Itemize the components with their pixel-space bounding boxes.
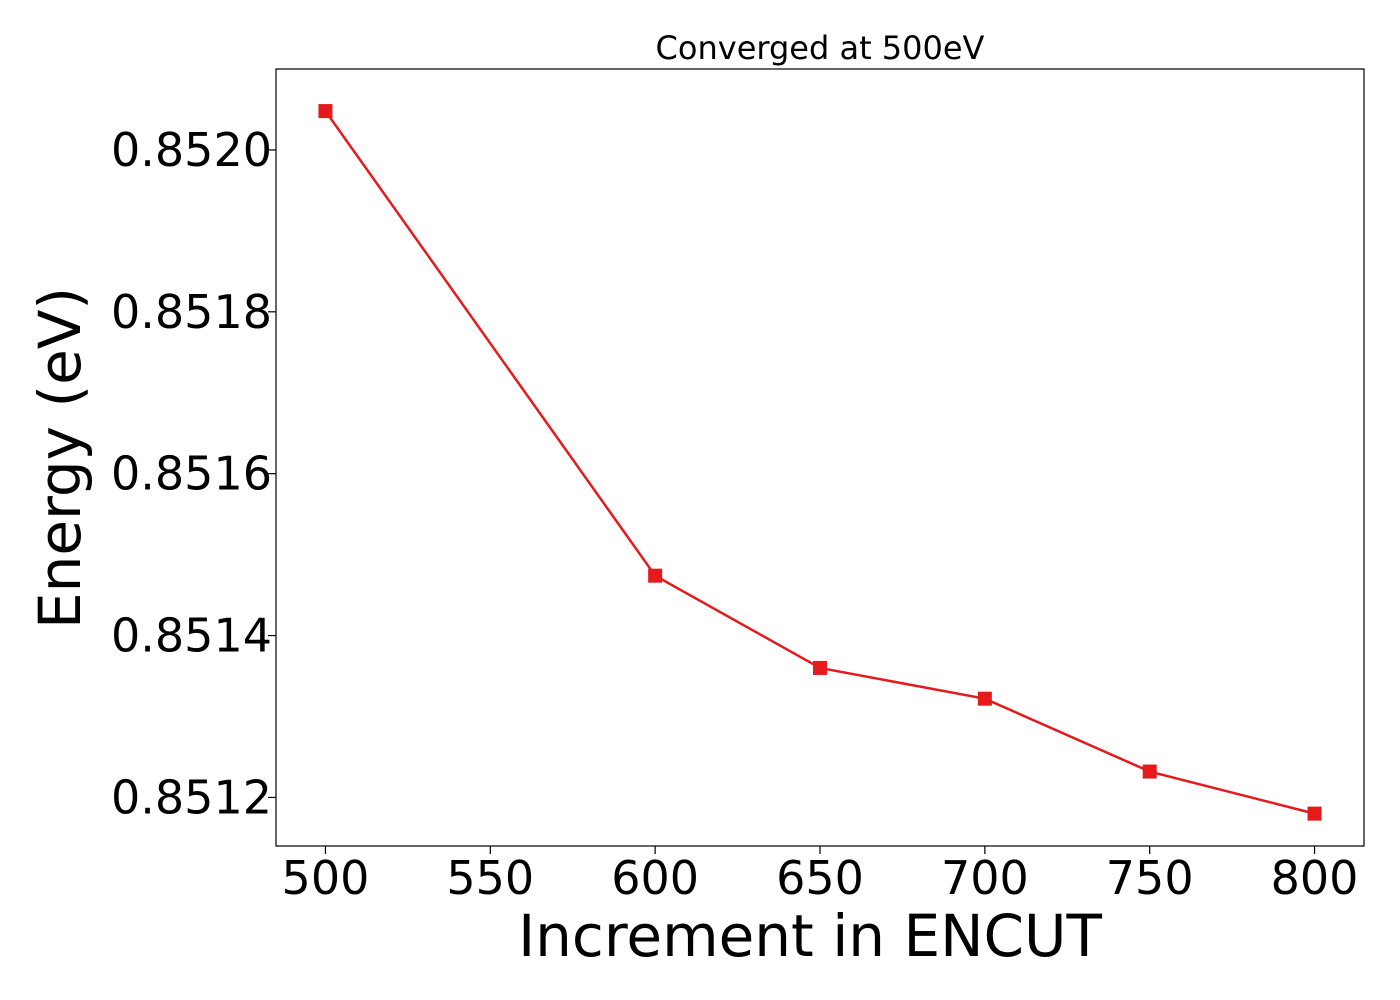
y-tick-label: 0.8512	[111, 770, 272, 824]
x-axis-ticks: 500 550 600 650 700 750 800	[282, 846, 1359, 905]
x-tick-label: 800	[1271, 851, 1359, 905]
series-layer	[318, 104, 1322, 821]
y-tick-label: 0.8514	[111, 609, 272, 663]
x-tick-label: 650	[776, 851, 864, 905]
data-point-marker	[648, 568, 663, 583]
x-tick-label: 600	[611, 851, 699, 905]
plot-frame	[275, 68, 1365, 847]
data-point-marker	[1142, 764, 1157, 779]
data-point-marker	[813, 660, 827, 675]
y-tick-label: 0.8516	[111, 447, 272, 501]
x-axis-label: Increment in ENCUT	[518, 902, 1102, 970]
y-tick-label: 0.8520	[111, 123, 272, 177]
chart-title: Converged at 500eV	[656, 29, 985, 67]
y-axis-label: Energy (eV)	[26, 287, 94, 629]
x-tick-label: 500	[282, 851, 370, 905]
y-axis-ticks: 0.8512 0.8514 0.8516 0.8518 0.8520	[111, 123, 276, 824]
y-tick-label: 0.8518	[111, 285, 272, 339]
x-tick-label: 550	[446, 851, 534, 905]
data-point-marker	[977, 691, 992, 706]
x-tick-label: 750	[1106, 851, 1194, 905]
data-point-marker	[1307, 806, 1322, 821]
data-point-marker	[318, 104, 333, 119]
x-tick-label: 700	[941, 851, 1029, 905]
series-line	[324, 110, 1315, 815]
